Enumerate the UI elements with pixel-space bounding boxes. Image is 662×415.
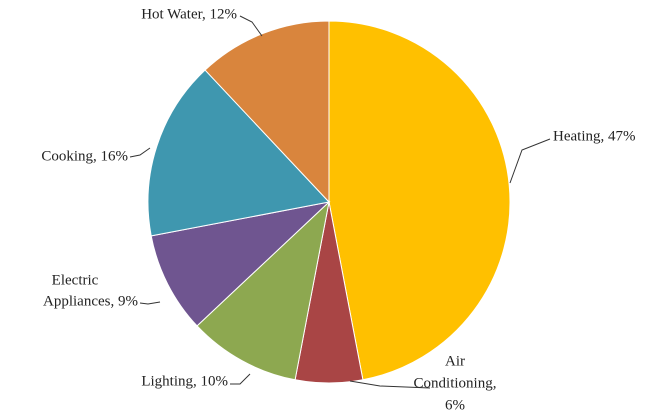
pie-slice [196, 200, 330, 381]
leader-line [349, 380, 431, 389]
data-label: Appliances, 9% [43, 293, 138, 309]
leader-line [230, 373, 251, 385]
data-label: 6% [445, 397, 465, 413]
pie-slice [150, 201, 331, 327]
data-label: Heating, 47% [553, 128, 635, 144]
leader-line [509, 138, 551, 184]
leader-line [139, 301, 161, 305]
leader-line [239, 15, 263, 37]
pie-slice [204, 20, 330, 204]
pie-slice [147, 69, 330, 237]
data-label: Hot Water, 12% [141, 6, 237, 22]
data-label: Lighting, 10% [141, 373, 228, 389]
data-label: Cooking, 16% [41, 148, 128, 164]
pie-slice [328, 20, 511, 381]
leader-line [129, 147, 151, 158]
data-label: Electric [52, 272, 99, 288]
data-label: Air [445, 353, 465, 369]
data-label: Conditioning, [414, 375, 497, 391]
